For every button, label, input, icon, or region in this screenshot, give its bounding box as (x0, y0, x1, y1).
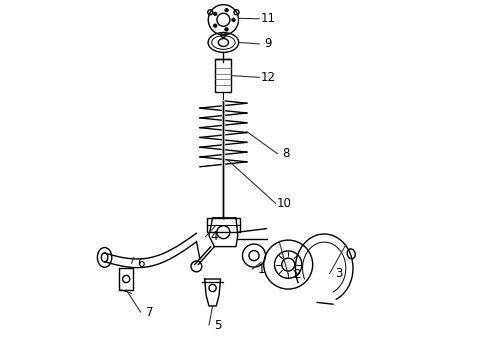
Circle shape (214, 24, 217, 27)
Circle shape (232, 18, 235, 22)
Text: 3: 3 (335, 267, 343, 280)
Text: 1: 1 (257, 263, 265, 276)
Text: 2: 2 (294, 268, 301, 281)
Text: 4: 4 (211, 230, 218, 243)
Circle shape (225, 28, 228, 31)
Circle shape (225, 8, 228, 12)
Text: 12: 12 (261, 71, 276, 84)
Text: 11: 11 (261, 12, 276, 25)
Text: 10: 10 (277, 197, 292, 210)
Text: 5: 5 (214, 319, 221, 332)
Text: 6: 6 (137, 257, 145, 270)
Text: 8: 8 (283, 147, 290, 160)
Text: 7: 7 (146, 306, 153, 319)
Circle shape (214, 12, 217, 16)
Text: 9: 9 (265, 37, 272, 50)
